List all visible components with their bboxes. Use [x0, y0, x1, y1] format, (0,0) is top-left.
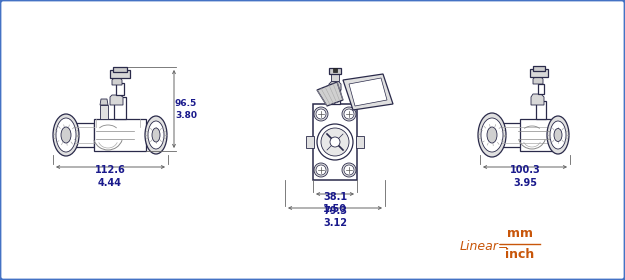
Polygon shape — [349, 78, 387, 106]
Text: mm: mm — [507, 227, 533, 240]
Polygon shape — [531, 94, 544, 105]
Ellipse shape — [481, 118, 503, 152]
Circle shape — [316, 165, 326, 175]
Circle shape — [316, 109, 326, 119]
Circle shape — [317, 124, 353, 160]
Ellipse shape — [478, 113, 506, 157]
Circle shape — [342, 163, 356, 177]
Text: 3.95: 3.95 — [513, 178, 537, 188]
Text: 100.3: 100.3 — [509, 165, 541, 174]
Bar — [536, 101, 546, 119]
Circle shape — [314, 163, 328, 177]
Text: Linear=: Linear= — [460, 239, 509, 253]
Text: 3.80: 3.80 — [175, 111, 197, 120]
Ellipse shape — [152, 128, 160, 142]
Circle shape — [321, 128, 349, 156]
Bar — [113, 67, 127, 72]
Bar — [116, 83, 124, 95]
Ellipse shape — [547, 116, 569, 154]
Bar — [331, 73, 339, 81]
Bar — [94, 119, 146, 151]
Text: 79.3: 79.3 — [323, 206, 347, 216]
Bar — [313, 104, 357, 180]
Bar — [100, 105, 108, 119]
Circle shape — [344, 165, 354, 175]
Ellipse shape — [53, 114, 79, 156]
Polygon shape — [317, 82, 343, 106]
Text: 112.6: 112.6 — [94, 165, 126, 174]
Circle shape — [314, 107, 328, 121]
Bar — [538, 84, 544, 94]
Circle shape — [330, 137, 340, 147]
Polygon shape — [100, 99, 108, 105]
Ellipse shape — [550, 121, 566, 149]
Polygon shape — [533, 77, 543, 84]
Ellipse shape — [145, 116, 167, 154]
Text: 96.5: 96.5 — [175, 99, 197, 108]
Bar — [114, 97, 126, 119]
Bar — [66, 123, 94, 147]
Bar — [530, 69, 548, 77]
Ellipse shape — [554, 129, 562, 141]
Text: inch: inch — [506, 248, 534, 261]
Text: 38.1: 38.1 — [323, 192, 347, 202]
Circle shape — [342, 107, 356, 121]
Bar — [492, 123, 554, 147]
Text: 3.12: 3.12 — [323, 218, 347, 228]
Polygon shape — [110, 95, 123, 105]
Bar — [330, 86, 340, 104]
Text: 4.44: 4.44 — [98, 178, 122, 188]
Bar — [110, 70, 130, 78]
Bar — [329, 68, 341, 74]
Polygon shape — [343, 74, 393, 110]
Bar — [333, 68, 337, 72]
Polygon shape — [112, 78, 122, 85]
Circle shape — [344, 109, 354, 119]
Bar — [306, 136, 314, 148]
Ellipse shape — [487, 127, 497, 143]
Ellipse shape — [61, 127, 71, 143]
Bar — [356, 136, 364, 148]
Text: 1.50: 1.50 — [323, 204, 347, 214]
Bar — [520, 119, 554, 151]
Bar — [533, 66, 545, 71]
Ellipse shape — [148, 121, 164, 149]
Ellipse shape — [56, 118, 76, 152]
Polygon shape — [329, 81, 341, 90]
